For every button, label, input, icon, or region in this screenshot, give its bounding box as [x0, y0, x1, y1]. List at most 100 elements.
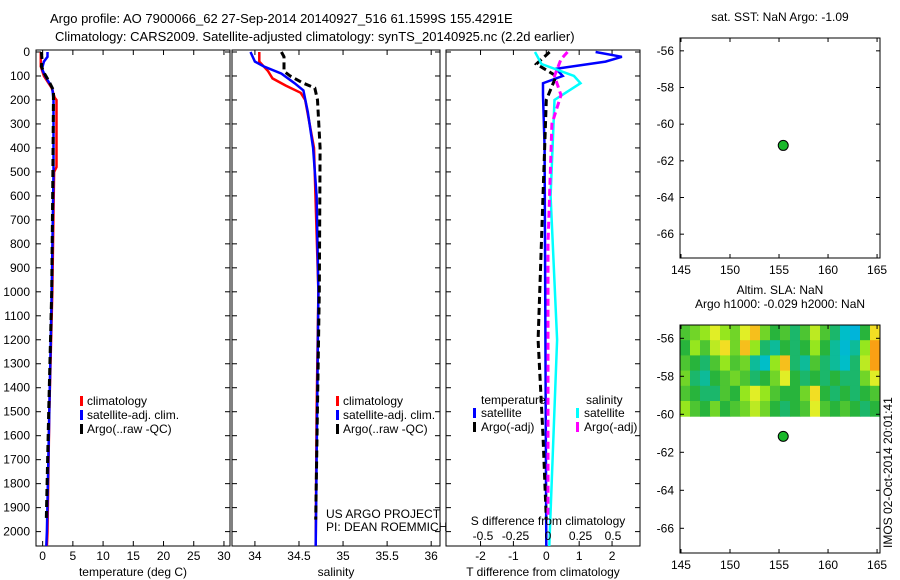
sla-cell — [690, 340, 701, 356]
sst-map-xtick-label: 165 — [867, 263, 887, 277]
sla-cell — [770, 385, 781, 402]
depth-tick-label: 1900 — [3, 501, 30, 515]
sla-cell — [760, 355, 771, 372]
sla-map-title: Altim. SLA: NaN — [737, 283, 824, 297]
legend-swatch — [336, 424, 339, 434]
legend-label: Argo(..raw -QC) — [87, 422, 172, 436]
sla-cell — [760, 340, 771, 356]
depth-tick-label: 1200 — [3, 333, 30, 347]
sla-cell — [760, 325, 771, 341]
sla-map-ytick-label: -66 — [657, 521, 675, 535]
sla-cell — [740, 401, 751, 417]
s-diff-tick-label: 0 — [545, 529, 552, 543]
difference-xtick-label: 1 — [576, 549, 583, 563]
depth-tick-label: 900 — [10, 261, 30, 275]
sla-cell — [790, 385, 801, 402]
sla-map-xtick-label: 155 — [769, 558, 789, 572]
sla-cell — [850, 385, 861, 402]
s-diff-xlabel: S difference from climatology — [471, 514, 626, 528]
sla-cell — [830, 385, 841, 402]
sla-cell — [830, 370, 841, 387]
depth-tick-label: 2000 — [3, 525, 30, 539]
sla-map-ytick-label: -56 — [657, 331, 675, 345]
sst-map-axes-box — [679, 37, 881, 259]
sst-map-ytick-label: -66 — [657, 227, 675, 241]
timestamp: IMOS 02-Oct-2014 20:01:41 — [881, 397, 895, 548]
sla-map-title: Argo h1000: -0.029 h2000: NaN — [695, 297, 865, 311]
salinity-xtick-label: 34 — [248, 549, 262, 563]
s-diff-tick-label: 0.5 — [605, 529, 622, 543]
temperature-axes-box — [35, 49, 231, 547]
sla-cell — [720, 385, 731, 402]
legend-label: climatology — [87, 394, 147, 408]
s-diff-tick-label: -0.5 — [473, 529, 494, 543]
title-line-1: Argo profile: AO 7900066_62 27-Sep-2014 … — [50, 11, 513, 26]
sla-map-xtick-label: 160 — [818, 558, 838, 572]
sla-cell — [700, 340, 711, 356]
title-line-2: Climatology: CARS2009. Satellite-adjuste… — [55, 29, 575, 44]
sla-cell — [720, 340, 731, 356]
argo-float-position-marker — [777, 430, 789, 442]
sla-cell — [720, 355, 731, 372]
legend-header-salinity: salinity — [586, 393, 623, 407]
sla-cell — [800, 325, 811, 341]
sla-cell — [800, 340, 811, 356]
annotation-project: US ARGO PROJECT — [326, 507, 441, 521]
depth-tick-label: 1000 — [3, 285, 30, 299]
legend-label: satellite-adj. clim. — [87, 408, 179, 422]
temperature-xtick-label: 0 — [39, 549, 46, 563]
sla-cell — [710, 370, 721, 387]
sla-map-xtick-label: 150 — [720, 558, 740, 572]
sla-cell — [810, 355, 821, 372]
sla-cell — [820, 370, 831, 387]
sla-cell — [700, 370, 711, 387]
sla-cell — [830, 355, 841, 372]
depth-tick-label: 0 — [23, 45, 30, 59]
legend-label: Argo(-adj) — [481, 420, 534, 434]
sla-cell — [800, 370, 811, 387]
sla-cell — [850, 340, 861, 356]
sst-map-xtick-label: 145 — [671, 263, 691, 277]
sla-cell — [780, 370, 791, 387]
sla-cell — [810, 401, 821, 417]
sla-cell — [740, 340, 751, 356]
sla-cell — [840, 325, 851, 341]
sla-cell — [830, 340, 841, 356]
argo-float-position-marker — [777, 139, 789, 151]
sla-map-axes-box — [679, 324, 881, 554]
depth-tick-label: 1300 — [3, 357, 30, 371]
sla-cell — [740, 385, 751, 402]
sla-cell — [710, 355, 721, 372]
sla-cell — [860, 325, 871, 341]
depth-tick-label: 600 — [10, 189, 30, 203]
sla-cell — [710, 325, 721, 341]
sla-cell — [730, 401, 741, 417]
sla-cell — [840, 355, 851, 372]
temperature-xtick-label: 5 — [70, 549, 77, 563]
sla-cell — [860, 340, 871, 356]
sst-map-xtick-label: 150 — [720, 263, 740, 277]
salinity-xtick-label: 35.5 — [375, 549, 399, 563]
s-diff-tick-label: -0.25 — [502, 529, 530, 543]
sla-cell — [710, 340, 721, 356]
series-line-t-satellite — [541, 50, 623, 547]
depth-tick-label: 1100 — [4, 309, 30, 323]
sla-cell — [870, 340, 881, 356]
depth-tick-label: 1700 — [3, 453, 30, 467]
temperature-xtick-label: 25 — [187, 549, 201, 563]
series-line-argo-raw-qc- — [39, 51, 56, 520]
series-line-s-argo-adj- — [546, 50, 569, 520]
legend-label: satellite-adj. clim. — [343, 408, 435, 422]
depth-tick-label: 300 — [10, 117, 30, 131]
sla-cell — [750, 355, 761, 372]
sla-map-xtick-label: 165 — [867, 558, 887, 572]
sla-cell — [860, 370, 871, 387]
series-line-t-argo-adj- — [533, 50, 559, 520]
sla-cell — [750, 340, 761, 356]
sla-cell — [780, 401, 791, 417]
depth-tick-label: 1800 — [3, 477, 30, 491]
annotation-pi: PI: DEAN ROEMMICH — [326, 520, 447, 534]
sla-cell — [690, 385, 701, 402]
